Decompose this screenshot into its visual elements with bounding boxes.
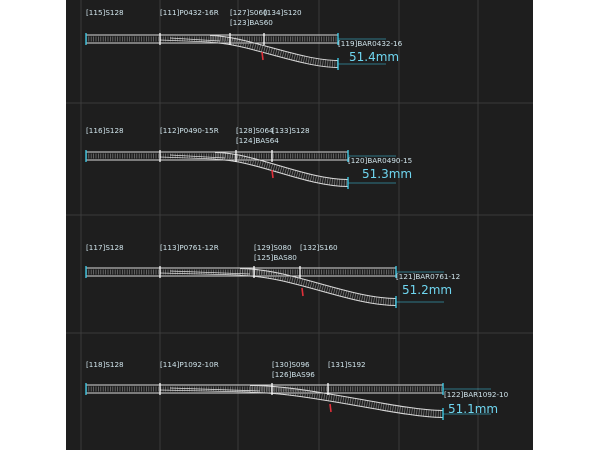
red-marker bbox=[301, 287, 304, 297]
grid-lines bbox=[66, 0, 533, 450]
branch-rail bbox=[209, 42, 339, 68]
branch-ties bbox=[209, 35, 339, 68]
turnout-point-rail bbox=[169, 154, 226, 159]
offset-dimension: 51.3mm bbox=[362, 167, 412, 181]
turnout-point-rail bbox=[159, 156, 216, 160]
track-pieces bbox=[85, 150, 396, 189]
turnout-point-rail bbox=[159, 39, 211, 43]
diagram-canvas: [115]S128 [111]P0432-16R [127]S060 [134]… bbox=[66, 0, 533, 450]
label-piece-a[interactable]: [127]S060 bbox=[230, 8, 268, 17]
label-branch[interactable]: [119]BAR0432-16 bbox=[338, 39, 403, 48]
branch-rail bbox=[239, 275, 397, 306]
label-turnout[interactable]: [111]P0432-16R bbox=[160, 8, 219, 17]
label-piece-c[interactable]: [125]BAS80 bbox=[254, 253, 297, 262]
branch-rail bbox=[209, 35, 339, 61]
label-turnout[interactable]: [114]P1092-10R bbox=[160, 360, 219, 369]
offset-dimension: 51.1mm bbox=[448, 402, 498, 416]
label-piece-c[interactable]: [123]BAS60 bbox=[230, 18, 273, 27]
label-piece-b[interactable]: [132]S160 bbox=[300, 243, 338, 252]
layout-2: [116]S128 [112]P0490-15R [128]S064 [133]… bbox=[85, 126, 412, 189]
label-piece-a[interactable]: [130]S096 bbox=[272, 360, 310, 369]
track-pieces bbox=[85, 383, 491, 420]
branch-rail bbox=[249, 385, 444, 411]
offset-dimension: 51.2mm bbox=[402, 283, 452, 297]
layout-3: [117]S128 [113]P0761-12R [129]S080 [132]… bbox=[85, 243, 460, 308]
layout-4: [118]S128 [114]P1092-10R [130]S096 [131]… bbox=[85, 360, 509, 420]
label-straight[interactable]: [117]S128 bbox=[86, 243, 124, 252]
label-piece-b[interactable]: [131]S192 bbox=[328, 360, 366, 369]
label-piece-a[interactable]: [128]S064 bbox=[236, 126, 274, 135]
offset-dimension: 51.4mm bbox=[349, 50, 399, 64]
label-turnout[interactable]: [113]P0761-12R bbox=[160, 243, 219, 252]
label-piece-b[interactable]: [133]S128 bbox=[272, 126, 310, 135]
red-marker bbox=[261, 51, 264, 61]
label-piece-c[interactable]: [126]BAS96 bbox=[272, 370, 315, 379]
layout-1: [115]S128 [111]P0432-16R [127]S060 [134]… bbox=[85, 8, 403, 70]
branch-rail bbox=[214, 152, 349, 180]
branch-ties bbox=[249, 385, 444, 418]
turnout-point-rail bbox=[159, 389, 251, 393]
turnout-point-rail bbox=[169, 37, 221, 42]
label-piece-c[interactable]: [124]BAS64 bbox=[236, 136, 279, 145]
label-piece-b[interactable]: [134]S120 bbox=[264, 8, 302, 17]
label-straight[interactable]: [116]S128 bbox=[86, 126, 124, 135]
branch-rail bbox=[249, 392, 444, 418]
branch-rail bbox=[214, 159, 349, 187]
label-turnout[interactable]: [112]P0490-15R bbox=[160, 126, 219, 135]
track-pieces bbox=[85, 33, 386, 70]
label-branch[interactable]: [120]BAR0490-15 bbox=[348, 156, 412, 165]
branch-rail bbox=[239, 268, 397, 299]
straight-track-sleepers bbox=[85, 267, 397, 277]
turnout-point-rail bbox=[169, 387, 261, 392]
track-pieces bbox=[85, 266, 444, 308]
label-straight[interactable]: [118]S128 bbox=[86, 360, 124, 369]
straight-track-sleepers bbox=[85, 151, 349, 161]
label-branch[interactable]: [122]BAR1092-10 bbox=[444, 390, 509, 399]
turnout-point-rail bbox=[169, 270, 251, 275]
label-piece-a[interactable]: [129]S080 bbox=[254, 243, 292, 252]
turnout-point-rail bbox=[159, 272, 241, 276]
track-layout-diagram: [115]S128 [111]P0432-16R [127]S060 [134]… bbox=[66, 0, 533, 450]
label-straight[interactable]: [115]S128 bbox=[86, 8, 124, 17]
red-marker bbox=[329, 403, 332, 413]
label-branch[interactable]: [121]BAR0761-12 bbox=[396, 272, 460, 281]
red-marker bbox=[271, 169, 274, 179]
